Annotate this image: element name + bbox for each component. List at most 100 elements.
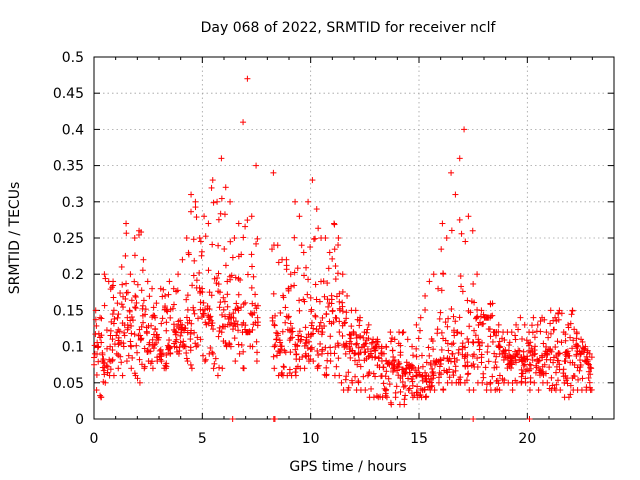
data-point	[353, 334, 360, 341]
data-point	[393, 383, 400, 390]
data-point	[383, 357, 390, 364]
data-point	[395, 364, 402, 371]
data-point	[238, 304, 245, 311]
data-point	[320, 278, 327, 285]
data-point	[508, 358, 515, 365]
data-point	[206, 289, 213, 296]
data-point	[336, 372, 343, 379]
data-point	[400, 370, 407, 377]
data-point	[413, 321, 420, 328]
data-point	[216, 289, 223, 296]
data-point	[509, 387, 516, 394]
data-point	[383, 344, 390, 351]
data-point	[215, 242, 222, 249]
data-point	[162, 292, 169, 299]
data-point	[332, 343, 339, 350]
data-point	[437, 309, 444, 316]
data-point	[118, 359, 125, 366]
data-point	[560, 370, 567, 377]
data-point	[185, 251, 192, 258]
data-point	[128, 343, 135, 350]
data-point	[520, 348, 527, 355]
data-point	[586, 350, 593, 357]
data-point	[199, 307, 206, 314]
data-point	[445, 347, 452, 354]
data-point	[438, 329, 445, 336]
data-point	[287, 320, 294, 327]
data-point	[391, 336, 398, 343]
data-point	[173, 336, 180, 343]
data-point	[571, 326, 578, 333]
y-tick-label: 0.25	[53, 231, 84, 247]
data-point	[117, 353, 124, 360]
data-point	[547, 345, 554, 352]
data-point	[157, 356, 164, 363]
data-point	[234, 305, 241, 312]
data-point	[217, 299, 224, 306]
data-point	[470, 361, 477, 368]
data-point	[523, 337, 530, 344]
data-point	[336, 307, 343, 314]
data-point	[291, 282, 298, 289]
data-point	[522, 375, 529, 382]
data-point	[302, 324, 309, 331]
data-point	[518, 373, 525, 380]
data-point	[132, 305, 139, 312]
data-point	[350, 328, 357, 335]
data-point	[254, 322, 261, 329]
data-point	[587, 371, 594, 378]
data-point	[348, 332, 355, 339]
data-point	[121, 332, 128, 339]
data-point	[378, 345, 385, 352]
data-point	[436, 315, 443, 322]
data-point	[170, 301, 177, 308]
data-point	[388, 360, 395, 367]
data-point	[501, 377, 508, 384]
data-point	[574, 364, 581, 371]
data-point	[291, 269, 298, 276]
data-point	[95, 358, 102, 365]
data-point	[110, 320, 117, 327]
data-point	[271, 321, 278, 328]
data-point	[296, 307, 303, 314]
data-point	[214, 275, 221, 282]
data-point	[229, 254, 236, 261]
data-point	[286, 337, 293, 344]
data-point	[515, 326, 522, 333]
data-point	[535, 387, 542, 394]
data-point	[166, 337, 173, 344]
data-point	[390, 367, 397, 374]
data-point	[147, 360, 154, 367]
data-point	[292, 346, 299, 353]
data-point	[373, 393, 380, 400]
data-point	[348, 323, 355, 330]
data-point	[250, 273, 257, 280]
data-point	[228, 272, 235, 279]
data-point	[226, 311, 233, 318]
data-point	[102, 275, 109, 282]
data-point	[109, 357, 116, 364]
data-point	[163, 319, 170, 326]
data-point	[272, 312, 279, 319]
data-point	[107, 332, 114, 339]
data-point	[541, 361, 548, 368]
data-point	[273, 352, 280, 359]
data-point	[114, 329, 121, 336]
data-point	[495, 342, 502, 349]
data-point	[126, 307, 133, 314]
data-point	[305, 198, 312, 205]
data-point	[462, 238, 469, 245]
data-point	[208, 292, 215, 299]
data-point	[194, 334, 201, 341]
data-point	[466, 323, 473, 330]
data-point	[319, 329, 326, 336]
data-point	[512, 377, 519, 384]
data-point	[123, 280, 130, 287]
data-point	[470, 416, 477, 422]
data-point	[207, 344, 214, 351]
data-point	[448, 305, 455, 312]
data-point	[389, 335, 396, 342]
data-point	[489, 338, 496, 345]
data-point	[429, 382, 436, 389]
